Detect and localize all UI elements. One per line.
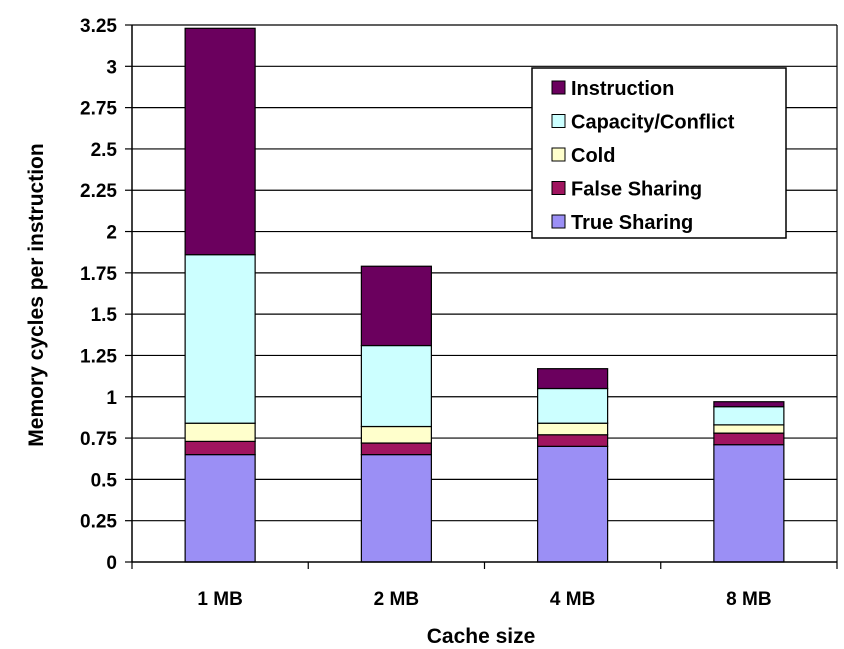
bar-segment-instruction	[537, 368, 609, 390]
x-tick-label: 4 MB	[550, 589, 595, 610]
bar-segment-capacity-conflict	[537, 387, 609, 424]
legend: Instruction Capacity/Conflict Cold False Sh…	[531, 67, 787, 239]
y-tick-label: 1	[106, 388, 117, 409]
y-tick-label: 0.75	[80, 429, 117, 450]
bar-segment-capacity-conflict	[184, 254, 256, 424]
y-tick-label: 1.25	[80, 346, 117, 367]
x-tick-label: 8 MB	[726, 589, 771, 610]
axes	[125, 24, 838, 569]
bars	[184, 27, 785, 563]
bar-segment-cold	[184, 422, 256, 442]
bar-segment-true-sharing	[713, 444, 785, 563]
bar-segment-instruction	[184, 27, 256, 256]
y-tick-label: 2.75	[80, 99, 117, 120]
bar-segment-false-sharing	[713, 432, 785, 446]
y-tick-label: 0.25	[80, 512, 117, 533]
y-axis-title: Memory cycles per instruction	[25, 143, 48, 446]
bar-segment-true-sharing	[537, 445, 609, 563]
x-axis-title: Cache size	[427, 625, 536, 648]
bar-segment-false-sharing	[537, 434, 609, 447]
bar-segment-cold	[713, 424, 785, 434]
bar-segment-false-sharing	[184, 440, 256, 456]
bar-segment-capacity-conflict	[360, 344, 432, 428]
y-tick-label: 2.5	[91, 140, 118, 161]
legend-swatch	[551, 181, 566, 195]
bar-segment-instruction	[360, 265, 432, 347]
y-tick-label: 1.5	[91, 305, 118, 326]
bar-segment-cold	[360, 425, 432, 444]
legend-label: Cold	[571, 145, 615, 167]
bar-segment-true-sharing	[360, 454, 432, 563]
legend-swatch	[551, 114, 566, 128]
legend-swatch	[551, 214, 566, 229]
y-tick-label: 1.75	[80, 264, 117, 285]
tick-labels: 0 0.25 0.5 0.75 1 1.25 1.5 1.75 2 2.25 2.5 2.75 3 3.2…	[80, 16, 772, 610]
legend-swatch	[551, 80, 566, 95]
legend-label: Capacity/Conflict	[571, 112, 735, 134]
x-tick-label: 1 MB	[197, 589, 242, 610]
y-tick-label: 0	[106, 553, 117, 574]
bar-segment-instruction	[713, 401, 785, 408]
bar-segment-cold	[537, 422, 609, 436]
bar-segment-false-sharing	[360, 442, 432, 456]
bar-segment-true-sharing	[184, 454, 256, 563]
bar-segment-capacity-conflict	[713, 406, 785, 426]
legend-box	[531, 67, 787, 239]
y-tick-label: 2	[106, 223, 117, 244]
x-tick-label: 2 MB	[374, 589, 419, 610]
legend-label: True Sharing	[571, 212, 693, 234]
y-tick-label: 2.25	[80, 181, 117, 202]
y-tick-label: 3	[106, 57, 117, 78]
legend-swatch	[551, 147, 566, 162]
y-tick-label: 0.5	[91, 470, 118, 491]
legend-label: Instruction	[571, 78, 674, 100]
y-tick-label: 3.25	[80, 16, 117, 37]
legend-label: False Sharing	[571, 179, 702, 201]
